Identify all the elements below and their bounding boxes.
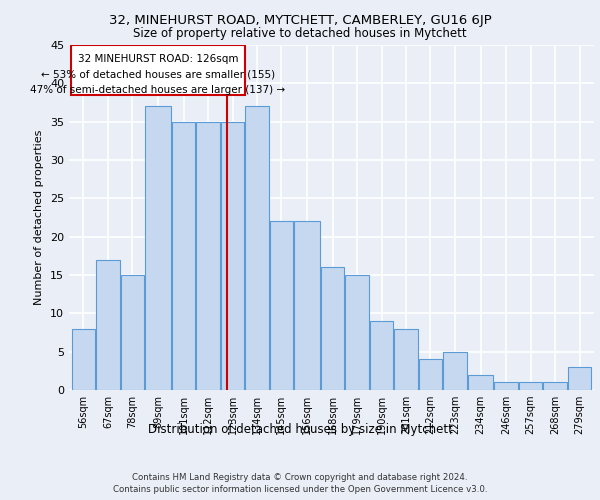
Bar xyxy=(370,321,393,390)
Bar xyxy=(72,328,95,390)
Bar xyxy=(394,328,418,390)
Bar xyxy=(221,122,244,390)
Y-axis label: Number of detached properties: Number of detached properties xyxy=(34,130,44,305)
Bar xyxy=(419,360,442,390)
Bar xyxy=(519,382,542,390)
Bar xyxy=(544,382,567,390)
Bar xyxy=(71,45,245,95)
Bar xyxy=(494,382,518,390)
Bar xyxy=(270,222,293,390)
Bar xyxy=(145,106,171,390)
Bar xyxy=(568,367,591,390)
Text: 32, MINEHURST ROAD, MYTCHETT, CAMBERLEY, GU16 6JP: 32, MINEHURST ROAD, MYTCHETT, CAMBERLEY,… xyxy=(109,14,491,27)
Bar xyxy=(443,352,467,390)
Text: 47% of semi-detached houses are larger (137) →: 47% of semi-detached houses are larger (… xyxy=(31,85,286,95)
Bar xyxy=(121,275,144,390)
Bar xyxy=(96,260,119,390)
Bar xyxy=(196,122,220,390)
Bar xyxy=(172,122,195,390)
Text: 32 MINEHURST ROAD: 126sqm: 32 MINEHURST ROAD: 126sqm xyxy=(78,54,238,64)
Bar xyxy=(245,106,269,390)
Text: Size of property relative to detached houses in Mytchett: Size of property relative to detached ho… xyxy=(133,28,467,40)
Text: Distribution of detached houses by size in Mytchett: Distribution of detached houses by size … xyxy=(148,422,452,436)
Bar xyxy=(346,275,369,390)
Text: Contains HM Land Registry data © Crown copyright and database right 2024.
Contai: Contains HM Land Registry data © Crown c… xyxy=(113,472,487,494)
Bar xyxy=(468,374,493,390)
Bar xyxy=(294,222,320,390)
Text: ← 53% of detached houses are smaller (155): ← 53% of detached houses are smaller (15… xyxy=(41,70,275,80)
Bar xyxy=(321,268,344,390)
